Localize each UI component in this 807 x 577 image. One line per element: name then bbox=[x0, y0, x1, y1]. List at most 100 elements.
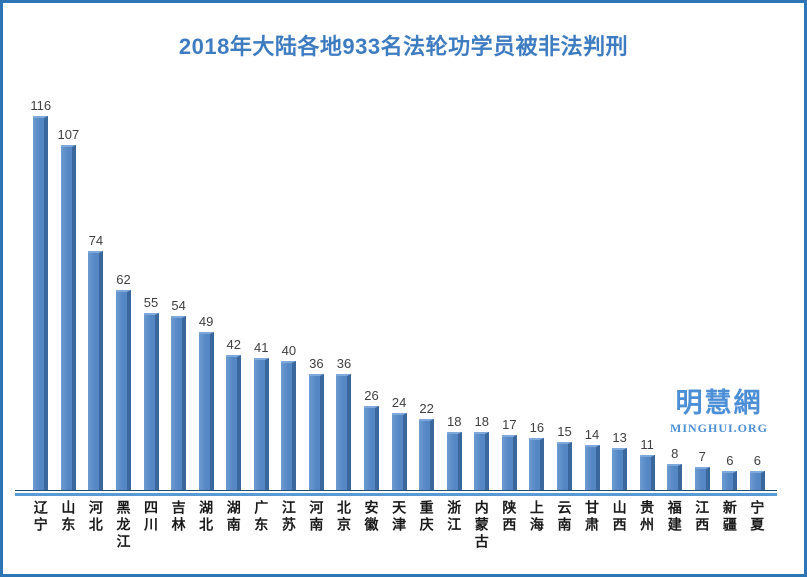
bar bbox=[115, 290, 131, 490]
bar-value-label: 42 bbox=[226, 336, 241, 352]
bar-value-label: 74 bbox=[88, 232, 104, 248]
category-label-cell: 云南 bbox=[551, 500, 579, 534]
bar-value-label: 40 bbox=[281, 342, 297, 358]
bar-column: 11 bbox=[633, 88, 661, 490]
bar-value-label: 24 bbox=[391, 394, 407, 410]
bar-column: 18 bbox=[468, 88, 496, 490]
category-label-cell: 内蒙古 bbox=[468, 500, 496, 551]
bar-column: 41 bbox=[248, 88, 276, 490]
category-label-cell: 四川 bbox=[137, 500, 165, 534]
bar-column: 16 bbox=[523, 88, 551, 490]
bar-column: 15 bbox=[551, 88, 579, 490]
bar-column: 24 bbox=[385, 88, 413, 490]
category-label-cell: 福建 bbox=[661, 500, 689, 534]
category-label: 贵州 bbox=[639, 500, 656, 534]
bar-value-label: 6 bbox=[753, 452, 762, 468]
bar-value-label: 6 bbox=[726, 452, 734, 468]
bar-value-label: 55 bbox=[143, 294, 159, 310]
bar-column: 36 bbox=[330, 88, 358, 490]
category-label: 四川 bbox=[143, 500, 160, 534]
category-label: 江西 bbox=[694, 500, 711, 534]
bar-column: 8 bbox=[661, 88, 689, 490]
category-label-cell: 甘肃 bbox=[578, 500, 606, 534]
category-label: 北京 bbox=[335, 500, 352, 534]
category-label: 辽宁 bbox=[32, 500, 49, 534]
bar bbox=[60, 145, 76, 490]
category-labels-row: 辽宁 山东 河北 黑龙江 四川 吉林 湖北 湖南 广东 江苏 河南 北京 安徽 天津 重庆 浙江 内蒙古 陕西 上海… bbox=[27, 500, 771, 570]
bar bbox=[694, 467, 710, 490]
category-label-cell: 浙江 bbox=[440, 500, 468, 534]
bar-value-label: 26 bbox=[364, 387, 379, 403]
category-label-cell: 黑龙江 bbox=[110, 500, 138, 551]
category-label: 浙江 bbox=[446, 500, 463, 534]
category-label: 重庆 bbox=[418, 500, 435, 534]
bar bbox=[364, 406, 380, 490]
bar-value-label: 116 bbox=[30, 97, 52, 113]
category-label-cell: 辽宁 bbox=[27, 500, 55, 534]
bar bbox=[639, 455, 655, 490]
bar-column: 62 bbox=[110, 88, 138, 490]
category-label: 上海 bbox=[528, 500, 545, 534]
category-label-cell: 山东 bbox=[55, 500, 83, 534]
bar-value-label: 8 bbox=[671, 445, 679, 461]
bar bbox=[501, 435, 517, 490]
category-label-cell: 新疆 bbox=[716, 500, 744, 534]
category-label: 云南 bbox=[556, 500, 573, 534]
category-label-cell: 北京 bbox=[330, 500, 358, 534]
bar-value-label: 15 bbox=[557, 423, 572, 439]
bar bbox=[474, 432, 490, 490]
bar-column: 22 bbox=[413, 88, 441, 490]
category-label-cell: 河北 bbox=[82, 500, 110, 534]
bar-value-label: 62 bbox=[116, 271, 131, 287]
bar-column: 116 bbox=[27, 88, 55, 490]
bar bbox=[336, 374, 352, 490]
bar-value-label: 17 bbox=[502, 416, 517, 432]
category-label: 陕西 bbox=[501, 500, 518, 534]
category-label-cell: 天津 bbox=[385, 500, 413, 534]
category-label: 江苏 bbox=[280, 500, 297, 534]
category-label-cell: 江苏 bbox=[275, 500, 303, 534]
bar-value-label: 36 bbox=[309, 355, 324, 371]
bar-column: 13 bbox=[606, 88, 634, 490]
category-label: 湖北 bbox=[198, 500, 215, 534]
bar bbox=[584, 445, 600, 490]
bar-column: 42 bbox=[220, 88, 248, 490]
bar bbox=[143, 313, 159, 490]
category-label: 吉林 bbox=[170, 500, 187, 534]
category-label-cell: 广东 bbox=[248, 500, 276, 534]
category-label-cell: 宁夏 bbox=[744, 500, 772, 534]
category-label-cell: 重庆 bbox=[413, 500, 441, 534]
bar bbox=[33, 116, 49, 490]
category-label: 黑龙江 bbox=[115, 500, 132, 551]
category-label: 新疆 bbox=[721, 500, 738, 534]
category-label: 福建 bbox=[666, 500, 683, 534]
bar bbox=[749, 471, 765, 490]
chart-title: 2018年大陆各地933名法轮功学员被非法判刑 bbox=[178, 34, 629, 59]
bar bbox=[88, 251, 104, 490]
x-axis-line bbox=[15, 490, 777, 491]
bar-value-label: 14 bbox=[584, 426, 600, 442]
bar bbox=[667, 464, 683, 490]
bar-column: 36 bbox=[303, 88, 331, 490]
bar-value-label: 11 bbox=[640, 436, 654, 452]
category-label-cell: 湖南 bbox=[220, 500, 248, 534]
bar-column: 26 bbox=[358, 88, 386, 490]
bar-column: 6 bbox=[716, 88, 744, 490]
bar bbox=[722, 471, 738, 490]
bar bbox=[253, 358, 269, 490]
category-label: 河南 bbox=[308, 500, 325, 534]
category-label: 甘肃 bbox=[584, 500, 601, 534]
minghui-logo-cjk: 明慧網 bbox=[675, 388, 763, 418]
category-label-cell: 山西 bbox=[606, 500, 634, 534]
bar bbox=[198, 332, 214, 490]
category-label: 天津 bbox=[391, 500, 408, 534]
category-label-cell: 江西 bbox=[689, 500, 717, 534]
bar-value-label: 54 bbox=[171, 297, 186, 313]
bar-value-label: 18 bbox=[446, 413, 462, 429]
bar bbox=[226, 355, 242, 490]
bar bbox=[281, 361, 297, 490]
bar bbox=[529, 438, 545, 490]
bar-value-label: 13 bbox=[612, 429, 627, 445]
category-label: 山西 bbox=[611, 500, 628, 534]
